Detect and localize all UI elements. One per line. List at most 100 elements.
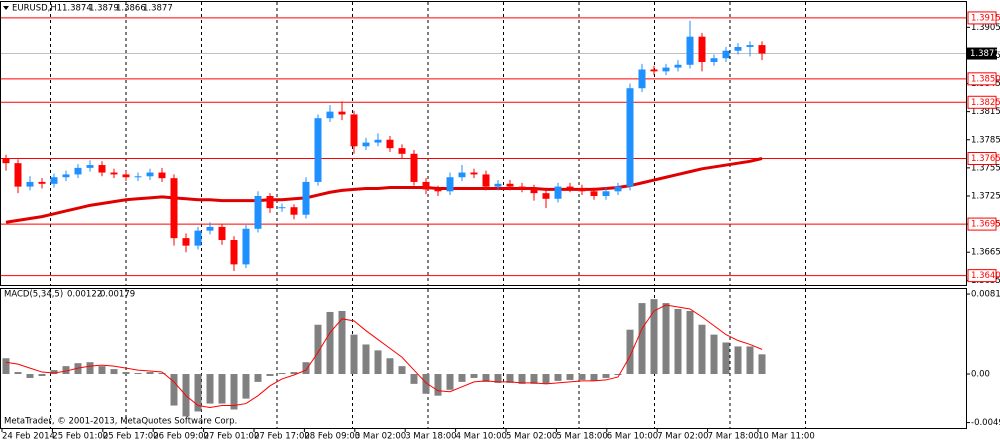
histogram-bar <box>110 369 118 375</box>
candle-body <box>314 118 322 182</box>
histogram-bar <box>62 366 70 375</box>
histogram-bar <box>602 374 610 378</box>
candle-body <box>578 188 586 192</box>
histogram-bar <box>662 303 670 375</box>
x-tick-label: 26 Feb 09:00 <box>153 432 209 442</box>
candle-body <box>374 139 382 143</box>
candle-body <box>650 69 658 72</box>
candle-body <box>494 183 502 187</box>
level-label: 1.3825 <box>971 98 1000 108</box>
current-price-box <box>967 47 997 60</box>
indicator-value: 0.00179 <box>100 290 135 300</box>
histogram-bar <box>338 310 346 375</box>
histogram-bar <box>458 374 466 382</box>
candle-body <box>194 230 202 246</box>
candle-body <box>278 207 286 209</box>
histogram-bar <box>746 346 754 375</box>
histogram-bar <box>674 308 682 375</box>
histogram-bar <box>242 374 250 399</box>
histogram-bar <box>542 374 550 384</box>
histogram-bar <box>566 374 574 380</box>
histogram-bar <box>98 366 106 375</box>
candle-body <box>218 226 226 241</box>
candle-body <box>122 174 130 178</box>
candle-body <box>50 177 58 184</box>
histogram-bar <box>38 374 46 376</box>
x-tick-label: 5 Mar 18:00 <box>556 432 607 442</box>
candle-body <box>98 165 106 173</box>
candle-body <box>110 172 118 175</box>
candle-body <box>26 181 34 187</box>
candle-body <box>566 186 574 189</box>
histogram-bar <box>578 374 586 380</box>
indicator-name: MACD(5,34,5) <box>4 290 63 300</box>
candle-body <box>74 167 82 175</box>
histogram-bar <box>2 358 10 375</box>
histogram-bar <box>590 374 598 381</box>
histogram-bar <box>170 374 178 406</box>
histogram-bar <box>158 373 166 375</box>
candle-body <box>158 172 166 179</box>
histogram-bar <box>482 374 490 382</box>
y-tick-label: 1.3665 <box>971 248 1000 258</box>
y-tick-label: 0.00812 <box>971 290 1000 300</box>
candle-body <box>734 46 742 51</box>
histogram-bar <box>434 374 442 396</box>
candle-body <box>254 195 262 229</box>
candle-body <box>14 163 22 187</box>
candle-body <box>206 226 214 231</box>
histogram-bar <box>422 374 430 394</box>
x-tick-label: 4 Mar 10:00 <box>456 432 507 442</box>
price-panel <box>0 1 967 286</box>
candle-body <box>674 64 682 68</box>
histogram-bar <box>278 373 286 375</box>
x-tick-label: 5 Mar 02:00 <box>506 432 557 442</box>
histogram-bar <box>302 362 310 375</box>
y-tick-label: 1.3815 <box>971 107 1000 117</box>
histogram-bar <box>650 299 658 375</box>
histogram-bar <box>194 374 202 412</box>
candle-body <box>698 36 706 62</box>
histogram-bar <box>86 362 94 375</box>
candle-body <box>530 188 538 194</box>
level-box <box>967 72 997 86</box>
x-tick-label: 7 Mar 02:00 <box>657 432 708 442</box>
candle-body <box>710 58 718 62</box>
y-tick-label: 0.00 <box>971 370 990 380</box>
histogram-bar <box>374 350 382 375</box>
menu-arrow <box>3 6 9 10</box>
moving-average <box>5 157 763 224</box>
x-tick-label: 25 Feb 17:00 <box>103 432 159 442</box>
histogram-bar <box>314 324 322 375</box>
histogram-bar <box>638 303 646 375</box>
candle-body <box>542 193 550 199</box>
candle-body <box>326 111 334 119</box>
histogram-bar <box>518 374 526 384</box>
histogram-bar <box>206 374 214 404</box>
indicator-value: 0.00122 <box>67 290 102 300</box>
level-box <box>967 95 997 109</box>
x-tick-label: 24 Feb 2014 <box>2 432 55 442</box>
candle-body <box>2 158 10 164</box>
candle-body <box>134 176 142 178</box>
level-label: 1.3765 <box>971 154 1000 164</box>
candle-body <box>470 172 478 175</box>
header-open: 1.3874 <box>62 4 92 14</box>
candle-body <box>38 181 46 184</box>
plot <box>1 17 966 417</box>
candle-body <box>182 238 190 246</box>
candle-body <box>290 207 298 215</box>
candle-body <box>338 111 346 115</box>
histogram-bar <box>350 334 358 375</box>
x-tick-label: 25 Feb 01:00 <box>52 432 108 442</box>
candle-body <box>302 181 310 215</box>
histogram-bar <box>398 366 406 375</box>
candle-body <box>722 50 730 59</box>
level-box <box>967 217 997 231</box>
histogram-bar <box>26 374 34 378</box>
candle-body <box>554 186 562 199</box>
candle-body <box>242 228 250 265</box>
candle-body <box>590 191 598 196</box>
